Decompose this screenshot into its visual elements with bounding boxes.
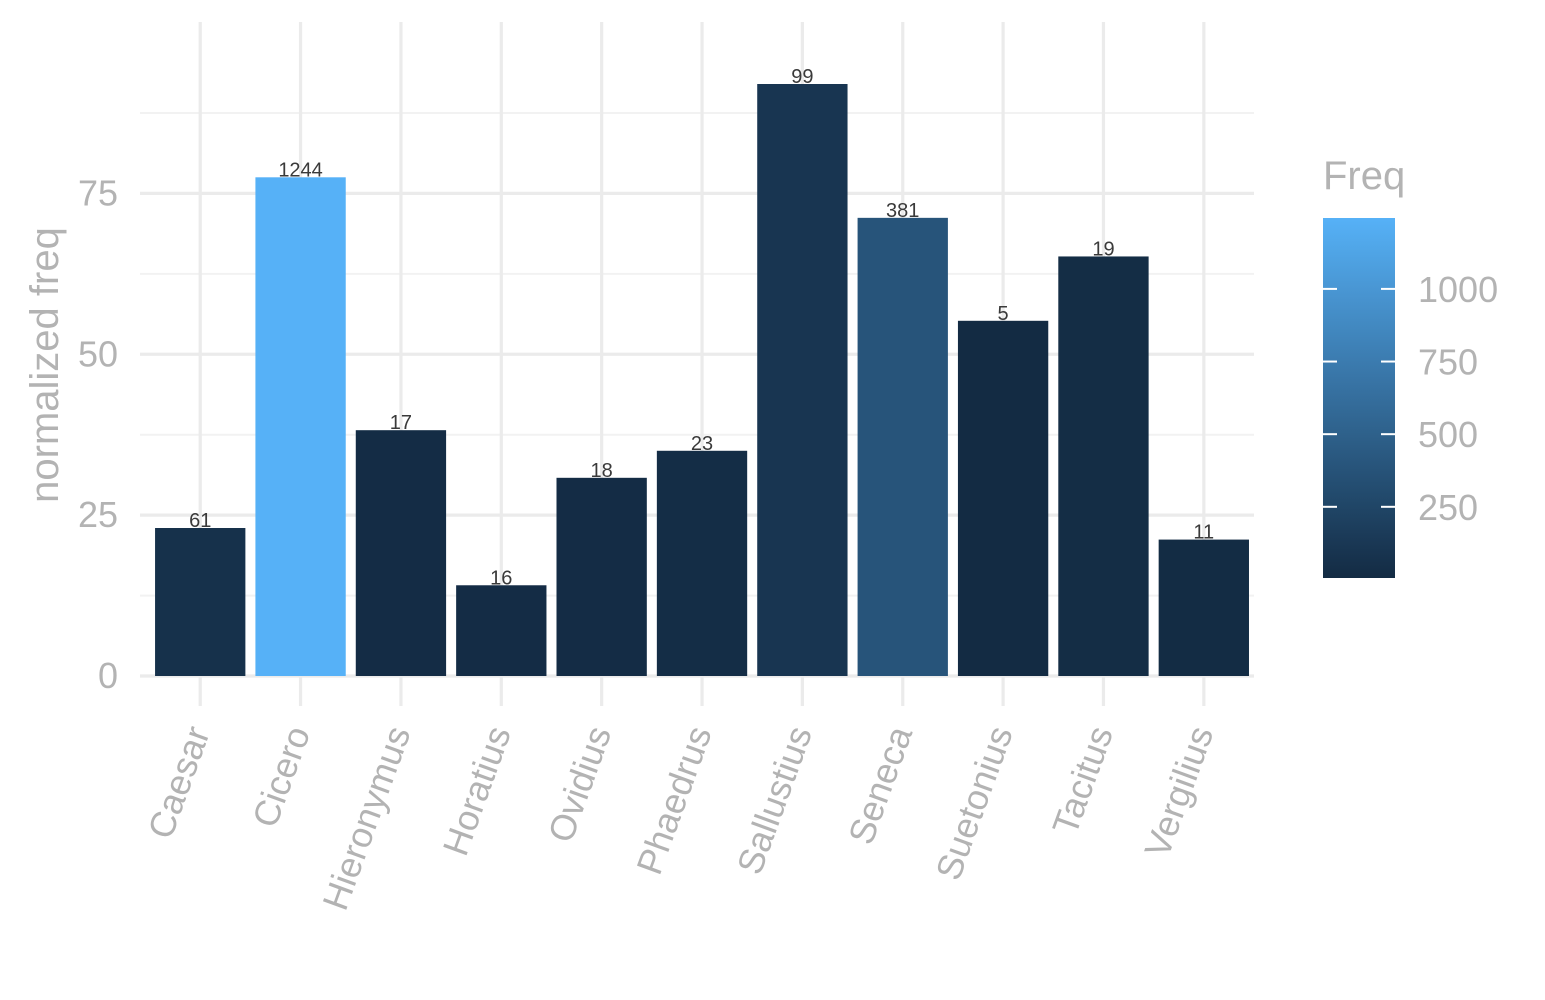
- bar-value-label: 23: [691, 433, 713, 455]
- bar-cicero: [255, 177, 346, 676]
- y-tick-label: 25: [78, 494, 118, 535]
- x-tick-label: Ovidius: [540, 721, 620, 848]
- legend-tick-label: 750: [1418, 342, 1478, 383]
- bar-hieronymus: [355, 430, 447, 676]
- x-tick-label: Seneca: [840, 720, 921, 850]
- bar-value-label: 17: [390, 412, 412, 434]
- x-tick-label: Tacitus: [1044, 721, 1121, 840]
- bar-tacitus: [1058, 256, 1149, 676]
- bar-seneca: [857, 217, 948, 676]
- bar-value-label: 99: [791, 66, 813, 88]
- bar-value-label: 1244: [278, 159, 323, 181]
- bar-value-label: 61: [189, 510, 211, 532]
- x-tick-label: Phaedrus: [628, 721, 719, 880]
- bar-labels: 61 1244 17 16 18 23 99 381 5 19 11: [189, 66, 1214, 589]
- y-tick-label: 0: [98, 655, 118, 696]
- bar-horatius: [456, 585, 547, 676]
- bar-value-label: 16: [490, 567, 512, 589]
- bar-value-label: 11: [1193, 522, 1214, 544]
- bar-suetonius: [957, 320, 1049, 676]
- y-axis: 0 25 50 75: [78, 172, 118, 696]
- y-tick-label: 75: [78, 172, 118, 213]
- y-axis-title: normalized freq: [23, 227, 67, 503]
- x-tick-label: Caesar: [140, 721, 218, 844]
- legend: Freq 250 500 750 1000: [1323, 154, 1498, 578]
- x-tick-label: Sallustius: [729, 721, 820, 880]
- bar-value-label: 19: [1092, 238, 1114, 260]
- y-tick-label: 50: [78, 333, 118, 374]
- legend-title: Freq: [1323, 154, 1405, 198]
- bar-value-label: 5: [998, 303, 1009, 325]
- x-tick-label: Vergilius: [1136, 721, 1221, 863]
- x-tick-label: Suetonius: [927, 721, 1020, 885]
- legend-colorbar: [1323, 218, 1395, 578]
- x-tick-label: Horatius: [434, 721, 518, 861]
- bar-value-label: 18: [591, 460, 613, 482]
- legend-tick-label: 250: [1418, 487, 1478, 528]
- bars: [155, 84, 1249, 676]
- bar-sallustius: [757, 84, 848, 676]
- bar-value-label: 381: [886, 200, 919, 222]
- bar-phaedrus: [656, 450, 748, 676]
- bar-ovidius: [556, 477, 647, 676]
- x-tick-label: Hieronymus: [314, 721, 418, 916]
- bar-caesar: [155, 528, 246, 676]
- x-tick-label: Cicero: [244, 721, 318, 833]
- legend-tick-label: 1000: [1418, 269, 1498, 310]
- legend-tick-label: 500: [1418, 414, 1478, 455]
- bar-vergilius: [1158, 539, 1249, 676]
